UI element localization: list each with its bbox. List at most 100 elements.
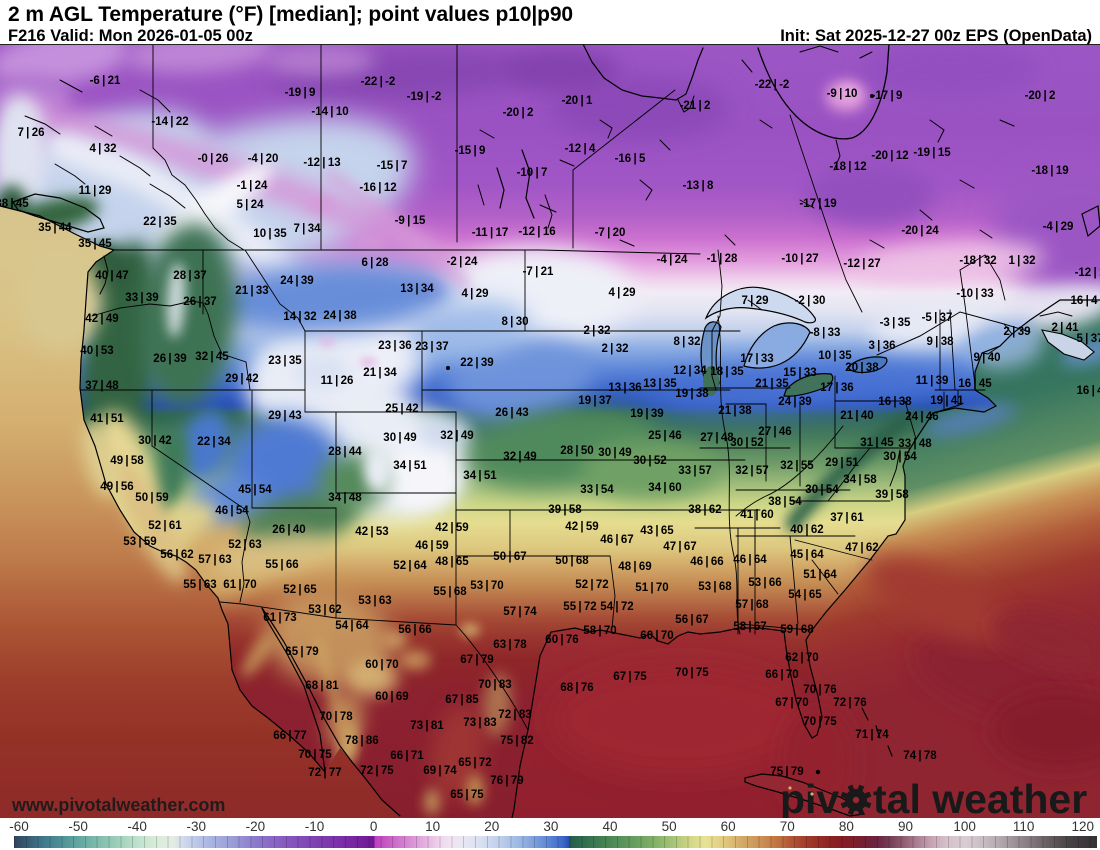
svg-text:7 | 34: 7 | 34 [293, 223, 321, 235]
svg-text:21 | 33: 21 | 33 [235, 285, 268, 297]
svg-text:33 | 54: 33 | 54 [580, 484, 614, 496]
svg-text:33 | 48: 33 | 48 [898, 438, 932, 450]
svg-text:76 | 79: 76 | 79 [490, 775, 523, 787]
svg-text:-20 | 24: -20 | 24 [901, 225, 939, 237]
svg-text:-14 | 10: -14 | 10 [311, 106, 348, 118]
svg-text:-8 | 33: -8 | 33 [810, 327, 841, 339]
svg-text:-12 | 16: -12 | 16 [518, 226, 555, 238]
svg-text:-9 | 15: -9 | 15 [395, 215, 426, 227]
svg-text:13 | 36: 13 | 36 [608, 382, 641, 394]
svg-text:69 | 74: 69 | 74 [423, 765, 457, 777]
svg-text:3 | 36: 3 | 36 [868, 340, 895, 352]
svg-text:11 | 39: 11 | 39 [916, 375, 949, 387]
svg-text:46 | 54: 46 | 54 [215, 505, 249, 517]
svg-text:24 | 38: 24 | 38 [323, 310, 357, 322]
svg-text:56 | 62: 56 | 62 [160, 549, 193, 561]
svg-text:60 | 69: 60 | 69 [375, 691, 408, 703]
svg-text:-16 | 5: -16 | 5 [615, 153, 646, 165]
svg-text:39 | 58: 39 | 58 [875, 489, 909, 501]
svg-text:50 | 59: 50 | 59 [135, 492, 168, 504]
svg-text:4 | 29: 4 | 29 [461, 288, 488, 300]
svg-text:30 | 49: 30 | 49 [598, 447, 631, 459]
svg-text:30 | 54: 30 | 54 [805, 484, 839, 496]
svg-text:17 | 36: 17 | 36 [820, 382, 853, 394]
svg-text:34 | 51: 34 | 51 [463, 470, 497, 482]
svg-text:38 | 54: 38 | 54 [768, 496, 802, 508]
svg-text:42 | 59: 42 | 59 [565, 521, 598, 533]
svg-text:65 | 75: 65 | 75 [450, 789, 484, 801]
svg-text:26 | 37: 26 | 37 [183, 296, 216, 308]
svg-text:47 | 67: 47 | 67 [663, 541, 696, 553]
svg-text:www.pivotalweather.com: www.pivotalweather.com [11, 795, 225, 815]
svg-text:53 | 63: 53 | 63 [358, 595, 391, 607]
svg-text:-18 | 19: -18 | 19 [1031, 165, 1068, 177]
svg-text:25 | 46: 25 | 46 [648, 430, 681, 442]
svg-text:54 | 72: 54 | 72 [600, 601, 633, 613]
svg-text:32 | 49: 32 | 49 [503, 451, 536, 463]
svg-text:5 | 24: 5 | 24 [236, 199, 264, 211]
svg-text:47 | 62: 47 | 62 [845, 542, 878, 554]
svg-text:42 | 53: 42 | 53 [355, 526, 388, 538]
svg-text:-22 | -2: -22 | -2 [755, 79, 790, 91]
svg-text:-20 | 12: -20 | 12 [871, 150, 908, 162]
svg-text:-12 | 13: -12 | 13 [303, 157, 340, 169]
svg-text:32 | 45: 32 | 45 [195, 351, 229, 363]
svg-text:65 | 72: 65 | 72 [458, 757, 491, 769]
svg-text:8 | 30: 8 | 30 [501, 316, 528, 328]
svg-text:22 | 35: 22 | 35 [143, 216, 177, 228]
svg-text:-19 | 15: -19 | 15 [913, 147, 951, 159]
svg-text:piv: piv [780, 776, 839, 818]
svg-text:70 | 78: 70 | 78 [319, 711, 353, 723]
svg-text:34 | 60: 34 | 60 [648, 482, 681, 494]
svg-text:60 | 70: 60 | 70 [640, 630, 673, 642]
svg-text:54 | 65: 54 | 65 [788, 589, 822, 601]
svg-text:4 | 32: 4 | 32 [89, 143, 116, 155]
svg-text:39 | 58: 39 | 58 [548, 504, 582, 516]
svg-text:2 | 32: 2 | 32 [583, 325, 610, 337]
svg-text:-7 | 20: -7 | 20 [595, 227, 626, 239]
svg-text:23 | 36: 23 | 36 [378, 340, 411, 352]
svg-text:58 | 70: 58 | 70 [583, 625, 616, 637]
svg-text:10 | 35: 10 | 35 [818, 350, 852, 362]
svg-text:30 | 54: 30 | 54 [883, 451, 917, 463]
svg-text:-15 | 7: -15 | 7 [377, 160, 408, 172]
svg-text:7 | 29: 7 | 29 [741, 295, 768, 307]
svg-text:10 | 35: 10 | 35 [253, 228, 287, 240]
svg-text:-21 | 2: -21 | 2 [680, 100, 711, 112]
svg-text:70 | 75: 70 | 75 [298, 749, 332, 761]
svg-text:33 | 57: 33 | 57 [678, 465, 711, 477]
svg-text:71 | 74: 71 | 74 [855, 729, 889, 741]
svg-text:72 | 83: 72 | 83 [498, 709, 531, 721]
svg-text:68 | 81: 68 | 81 [305, 680, 339, 692]
svg-text:72 | 77: 72 | 77 [308, 767, 341, 779]
svg-text:16 | 45: 16 | 45 [958, 378, 992, 390]
svg-text:73 | 83: 73 | 83 [463, 717, 496, 729]
svg-text:23 | 37: 23 | 37 [415, 341, 448, 353]
svg-text:57 | 63: 57 | 63 [198, 554, 231, 566]
svg-text:70 | 75: 70 | 75 [675, 667, 709, 679]
svg-text:46 | 67: 46 | 67 [600, 534, 633, 546]
svg-text:31 | 45: 31 | 45 [860, 437, 894, 449]
svg-text:-20 | 2: -20 | 2 [503, 107, 534, 119]
svg-text:5 | 37: 5 | 37 [1076, 333, 1100, 345]
svg-text:-13 | 8: -13 | 8 [683, 180, 714, 192]
svg-text:-17 | 9: -17 | 9 [872, 90, 903, 102]
svg-text:70 | 76: 70 | 76 [803, 684, 836, 696]
svg-text:24 | 46: 24 | 46 [905, 411, 938, 423]
svg-text:32 | 55: 32 | 55 [780, 460, 814, 472]
svg-text:42 | 59: 42 | 59 [435, 522, 468, 534]
svg-text:53 | 70: 53 | 70 [470, 580, 503, 592]
svg-text:49 | 56: 49 | 56 [100, 481, 133, 493]
svg-text:-7 | 21: -7 | 21 [523, 266, 554, 278]
svg-text:-10 | 7: -10 | 7 [517, 167, 548, 179]
svg-text:55 | 72: 55 | 72 [563, 601, 596, 613]
svg-text:38 | 62: 38 | 62 [688, 504, 721, 516]
svg-text:67 | 85: 67 | 85 [445, 694, 479, 706]
svg-text:15 | 33: 15 | 33 [783, 367, 816, 379]
svg-text:-22 | -2: -22 | -2 [361, 76, 396, 88]
svg-text:56 | 67: 56 | 67 [675, 614, 708, 626]
svg-text:-17 | 19: -17 | 19 [799, 198, 836, 210]
svg-text:-5 | 37: -5 | 37 [922, 312, 953, 324]
svg-text:27 | 46: 27 | 46 [758, 426, 791, 438]
svg-text:6 | 28: 6 | 28 [361, 257, 389, 269]
